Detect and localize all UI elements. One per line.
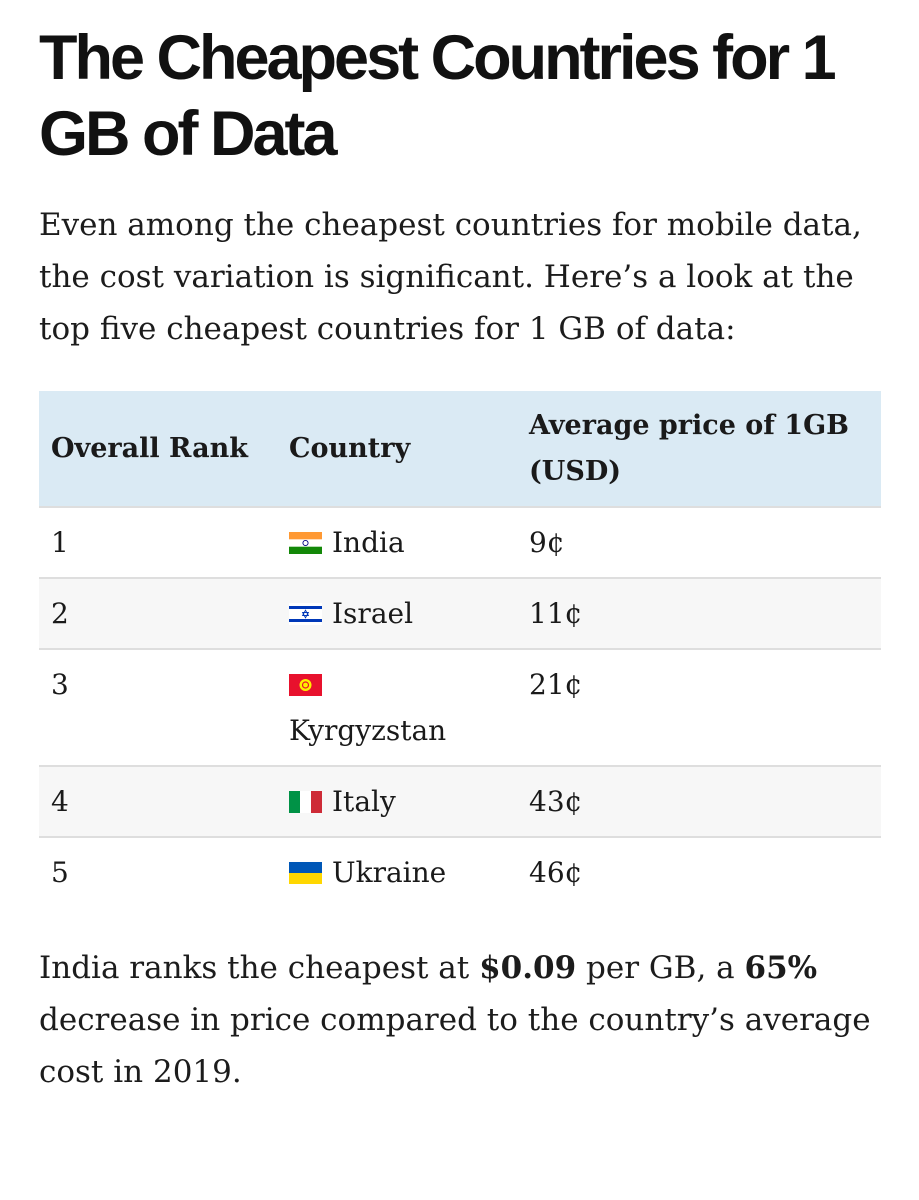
country-name: Kyrgyzstan <box>289 714 447 747</box>
india-flag-icon <box>289 532 322 554</box>
table-row: 4 Italy 43¢ <box>39 765 881 837</box>
summary-percent: 65% <box>744 950 818 986</box>
article: The Cheapest Countries for 1 GB of Data … <box>39 20 881 1098</box>
israel-flag-icon <box>289 603 322 625</box>
table-header-row: Overall Rank Country Average price of 1G… <box>39 391 881 507</box>
table-row: 5 Ukraine 46¢ <box>39 836 881 907</box>
rank-cell: 3 <box>39 648 277 766</box>
table-row: 1 India 9¢ <box>39 506 881 578</box>
kyrgyzstan-flag-icon <box>289 674 322 696</box>
rank-cell: 1 <box>39 506 277 578</box>
price-cell: 43¢ <box>517 765 881 837</box>
rank-cell: 4 <box>39 765 277 837</box>
intro-paragraph: Even among the cheapest countries for mo… <box>39 207 862 347</box>
italy-flag-icon <box>289 791 322 813</box>
summary-text: decrease in price compared to the countr… <box>39 1002 871 1090</box>
country-cell: Israel <box>277 577 517 649</box>
summary-text: India ranks the cheapest at <box>39 950 480 986</box>
summary-text: per GB, a <box>576 950 745 986</box>
price-cell: 9¢ <box>517 506 881 578</box>
price-cell: 21¢ <box>517 648 881 766</box>
summary-paragraph: India ranks the cheapest at $0.09 per GB… <box>39 942 881 1098</box>
header-country: Country <box>289 432 411 464</box>
cheapest-countries-table: Overall Rank Country Average price of 1G… <box>39 391 881 907</box>
country-cell: Italy <box>277 765 517 837</box>
country-name: Israel <box>332 597 414 630</box>
ukraine-flag-icon <box>289 862 322 884</box>
table-row: 3 Kyrgyzstan 21¢ <box>39 648 881 766</box>
country-cell: India <box>277 506 517 578</box>
price-cell: 11¢ <box>517 577 881 649</box>
summary-price: $0.09 <box>479 950 577 986</box>
country-name: Italy <box>332 785 396 818</box>
country-cell: Ukraine <box>277 836 517 907</box>
country-cell: Kyrgyzstan <box>277 648 517 766</box>
rank-cell: 5 <box>39 836 277 907</box>
price-cell: 46¢ <box>517 836 881 907</box>
header-price: Average price of 1GB (USD) <box>529 409 849 487</box>
header-rank: Overall Rank <box>51 432 248 464</box>
rank-cell: 2 <box>39 577 277 649</box>
table-row: 2 Israel 11¢ <box>39 577 881 649</box>
country-name: Ukraine <box>332 856 447 889</box>
country-name: India <box>332 526 405 559</box>
page-title: The Cheapest Countries for 1 GB of Data <box>39 23 837 169</box>
